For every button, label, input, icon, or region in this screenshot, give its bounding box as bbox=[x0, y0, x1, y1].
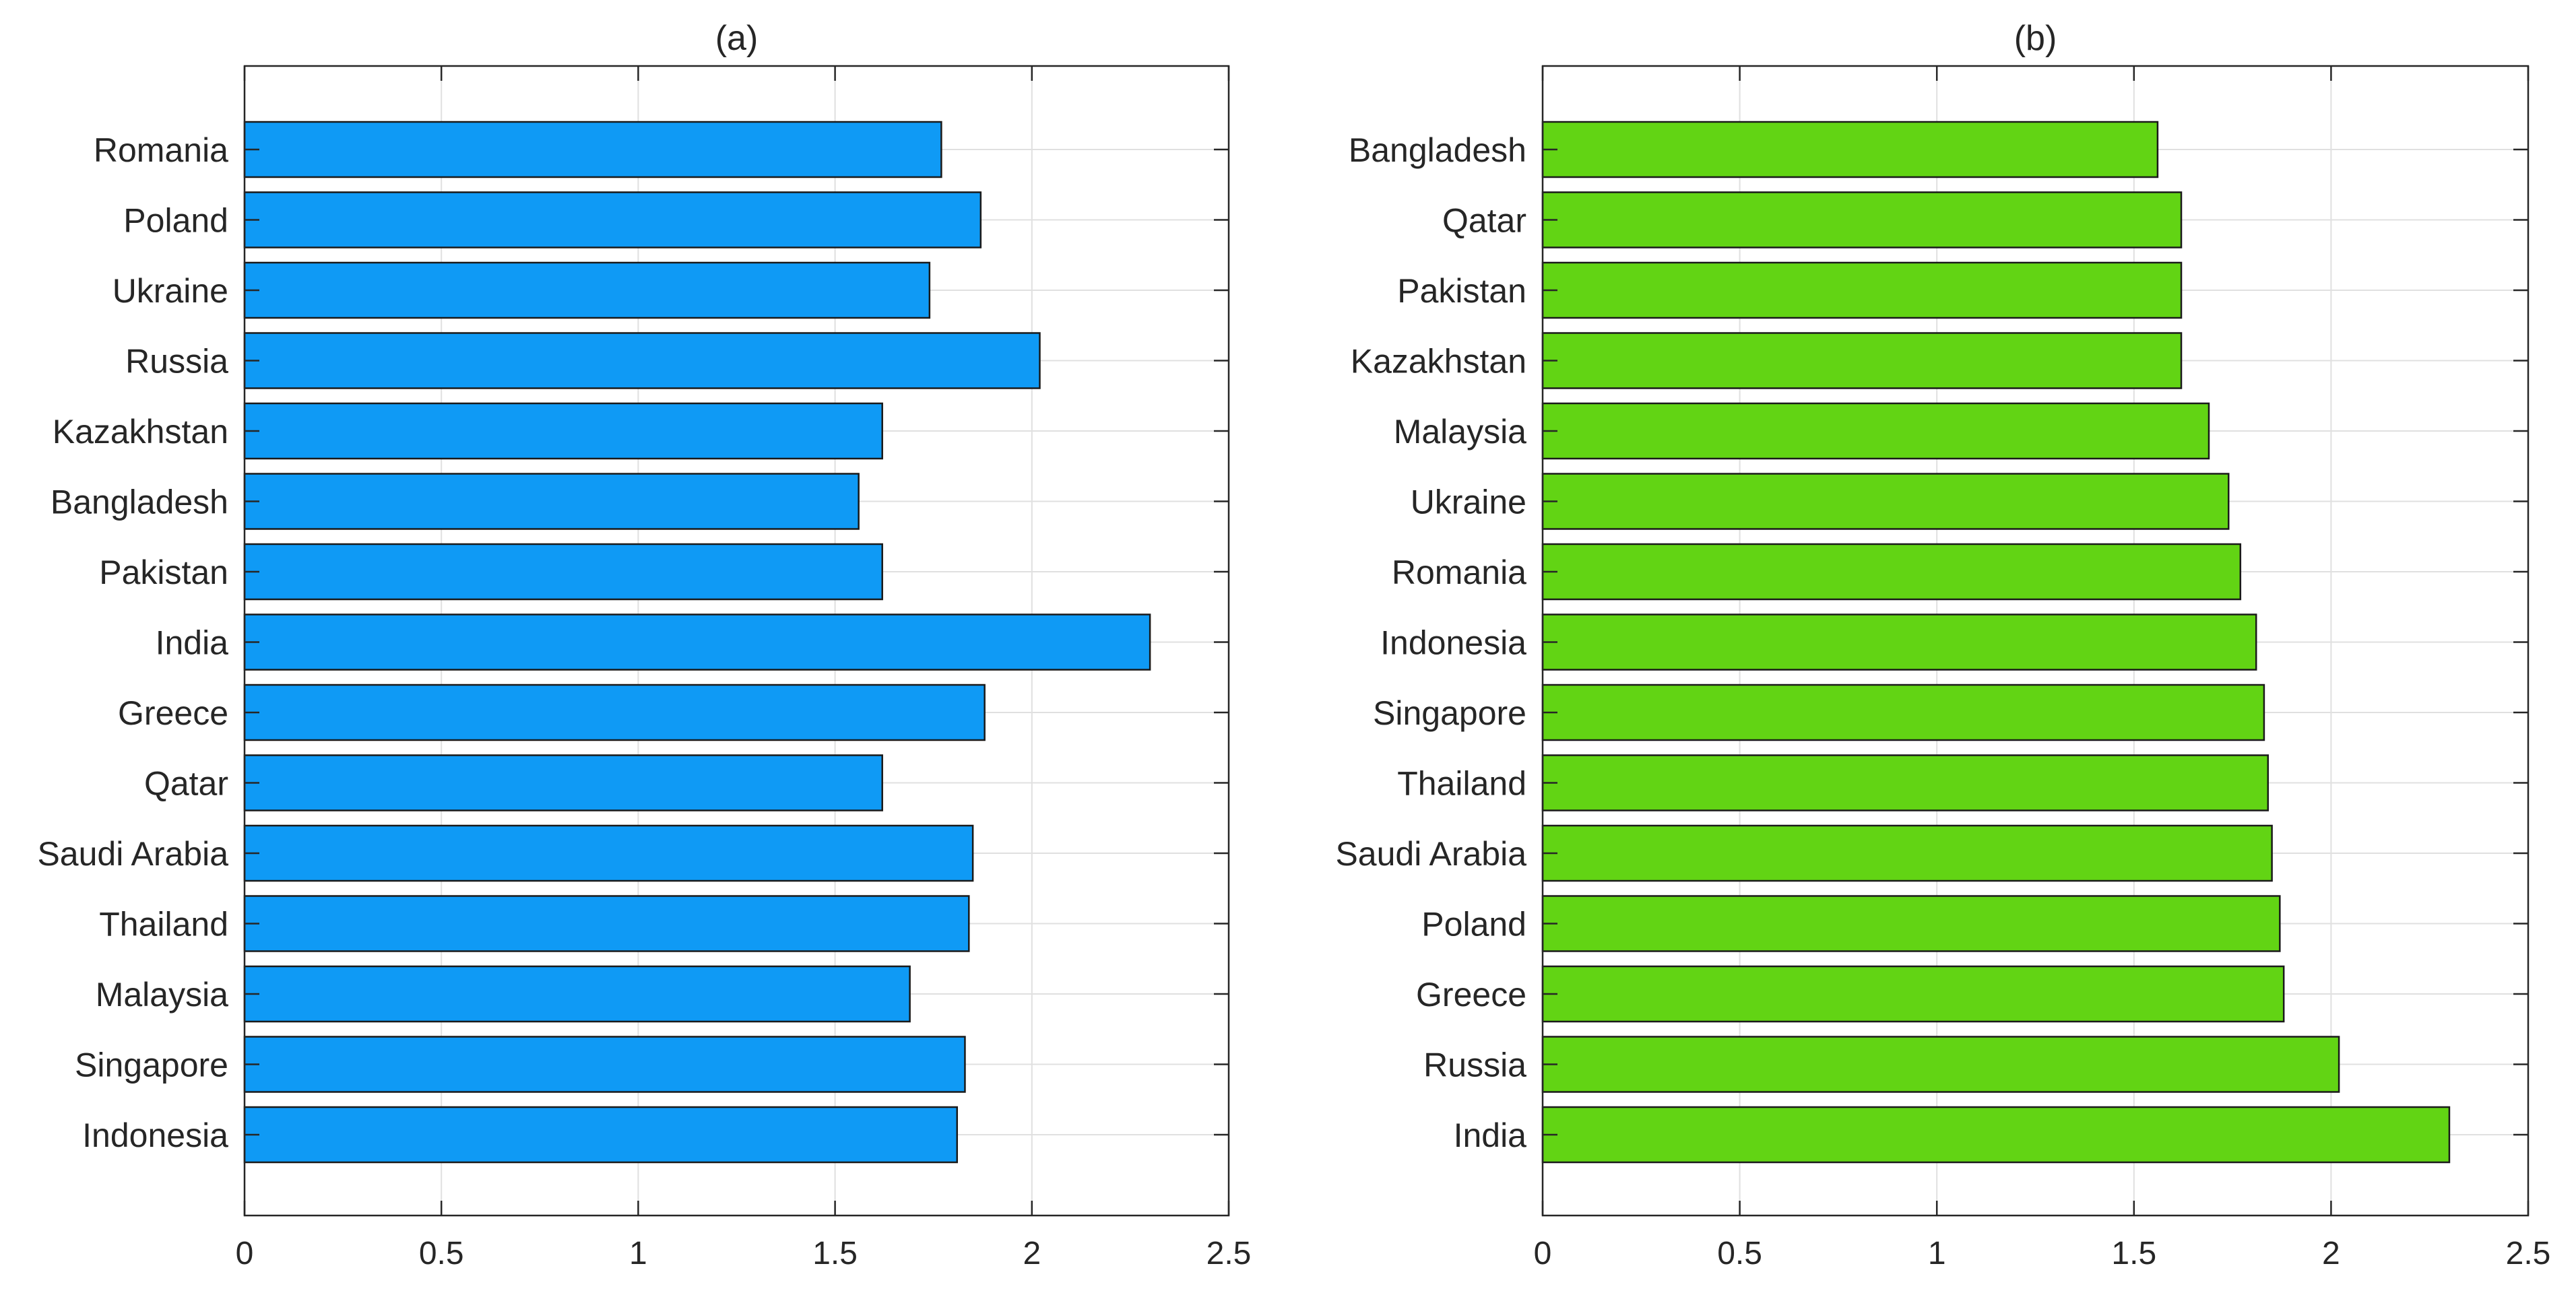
x-tick-label: 0.5 bbox=[419, 1236, 464, 1271]
category-label: Greece bbox=[118, 694, 228, 732]
bar-india bbox=[243, 613, 1151, 671]
bar-ukraine bbox=[1541, 473, 2230, 530]
bar-thailand bbox=[243, 895, 970, 952]
bar-bangladesh bbox=[243, 473, 860, 530]
category-label: Qatar bbox=[144, 765, 228, 803]
bar-pakistan bbox=[1541, 261, 2183, 319]
x-tick-label: 1.5 bbox=[2111, 1236, 2156, 1271]
bar-singapore bbox=[1541, 684, 2265, 741]
bar-kazakhstan bbox=[1541, 332, 2183, 389]
category-label: Singapore bbox=[1373, 694, 1526, 732]
bar-russia bbox=[1541, 1036, 2340, 1093]
category-label: Russia bbox=[125, 343, 228, 380]
bar-pakistan bbox=[243, 543, 883, 601]
x-tick-label: 0.5 bbox=[1717, 1236, 1762, 1271]
x-tick-label: 2.5 bbox=[2506, 1236, 2551, 1271]
category-label: Pakistan bbox=[99, 554, 228, 591]
axes-box bbox=[243, 65, 1230, 1217]
x-tick-label: 1 bbox=[629, 1236, 647, 1271]
chart-title: (b) bbox=[2014, 19, 2057, 58]
category-label: India bbox=[1454, 1117, 1527, 1154]
x-tick-label: 1 bbox=[1928, 1236, 1946, 1271]
chart-panel-1: 0 0.5 1 1.5 2 2.5 Bangladesh Qatar Pakistan Kazak… bbox=[1335, 19, 2550, 1271]
category-label: Kazakhstan bbox=[1351, 343, 1526, 380]
bar-greece bbox=[1541, 965, 2285, 1023]
category-label: Pakistan bbox=[1397, 272, 1526, 310]
bar-qatar bbox=[243, 754, 883, 811]
category-label: Saudi Arabia bbox=[37, 835, 228, 873]
bar-poland bbox=[1541, 895, 2281, 952]
category-label: Thailand bbox=[1397, 765, 1526, 803]
bar-qatar bbox=[1541, 191, 2183, 248]
category-label: Saudi Arabia bbox=[1335, 835, 1526, 873]
category-label: Bangladesh bbox=[1349, 131, 1526, 169]
category-label: Poland bbox=[1421, 906, 1526, 943]
category-label: Russia bbox=[1423, 1046, 1526, 1084]
x-tick-label: 2.5 bbox=[1206, 1236, 1252, 1271]
bar-singapore bbox=[243, 1036, 966, 1093]
chart-panel-0: 0 0.5 1 1.5 2 2.5 Romania Poland Ukraine Russia Ka… bbox=[37, 19, 1251, 1271]
bar-saudi-arabia bbox=[1541, 824, 2273, 882]
x-tick-label: 2 bbox=[2322, 1236, 2340, 1271]
bar-romania bbox=[243, 121, 942, 178]
bar-greece bbox=[243, 684, 986, 741]
bar-indonesia bbox=[1541, 613, 2257, 671]
x-tick-label: 0 bbox=[1534, 1236, 1552, 1271]
bar-poland bbox=[243, 191, 982, 248]
category-label: India bbox=[156, 624, 229, 662]
bar-romania bbox=[1541, 543, 2242, 601]
bar-ukraine bbox=[243, 261, 931, 319]
bar-india bbox=[1541, 1106, 2451, 1164]
category-label: Romania bbox=[1392, 554, 1526, 591]
bar-russia bbox=[243, 332, 1041, 389]
category-label: Romania bbox=[94, 131, 228, 169]
category-label: Bangladesh bbox=[51, 484, 228, 521]
axes-box bbox=[1541, 65, 2530, 1217]
category-label: Malaysia bbox=[96, 976, 228, 1013]
category-label: Ukraine bbox=[1411, 484, 1526, 521]
category-label: Greece bbox=[1416, 976, 1526, 1013]
category-label: Indonesia bbox=[1380, 624, 1526, 662]
category-label: Malaysia bbox=[1394, 413, 1526, 451]
bar-indonesia bbox=[243, 1106, 959, 1164]
x-tick-label: 1.5 bbox=[812, 1236, 858, 1271]
bar-bangladesh bbox=[1541, 121, 2159, 178]
category-label: Indonesia bbox=[82, 1117, 228, 1154]
bar-kazakhstan bbox=[243, 402, 883, 460]
bar-thailand bbox=[1541, 754, 2269, 811]
category-label: Singapore bbox=[75, 1046, 228, 1084]
category-label: Kazakhstan bbox=[53, 413, 228, 451]
chart-title: (a) bbox=[715, 19, 759, 58]
category-label: Ukraine bbox=[112, 272, 228, 310]
bar-saudi-arabia bbox=[243, 824, 974, 882]
bar-malaysia bbox=[243, 965, 911, 1023]
bar-malaysia bbox=[1541, 402, 2210, 460]
category-label: Qatar bbox=[1442, 202, 1526, 240]
x-tick-label: 2 bbox=[1023, 1236, 1041, 1271]
category-label: Poland bbox=[123, 202, 228, 240]
category-label: Thailand bbox=[99, 906, 228, 943]
x-tick-label: 0 bbox=[236, 1236, 254, 1271]
